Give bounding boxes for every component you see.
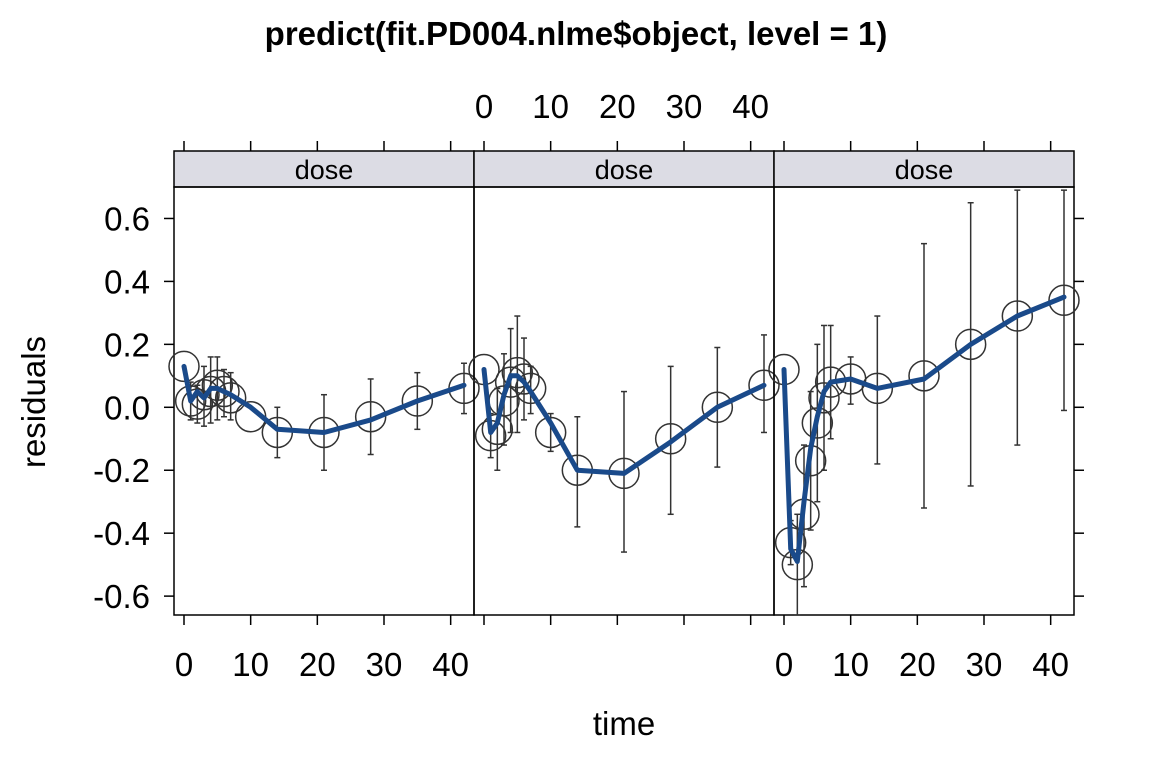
x-tick-label-p3-40: 40: [1032, 646, 1069, 683]
x-tick-label-p1-0: 0: [175, 646, 193, 683]
panel-2-strip: [473, 150, 775, 188]
y-tick-label-6: 0.6: [104, 200, 150, 237]
x-tick-label-p3-30: 30: [966, 646, 1003, 683]
data-point-p3-11: [954, 328, 987, 361]
data-point-p1-7: [214, 382, 247, 414]
panel-3-strip-label: dose: [895, 155, 954, 185]
y-tick-label-1: -0.4: [93, 515, 150, 552]
x-tick-label-p1-40: 40: [432, 646, 469, 683]
data-point-p3-10: [908, 360, 940, 392]
fit-line-p2: [481, 367, 767, 476]
panel-2-strip-label: dose: [595, 155, 654, 185]
data-point-p2-5: [501, 356, 534, 389]
x-tick-label-p3-10: 10: [832, 646, 869, 683]
y-tick-label-0: -0.6: [93, 578, 150, 615]
fit-line-p3: [781, 294, 1067, 564]
data-point-p2-12: [701, 391, 734, 424]
fit-line-p1: [181, 363, 467, 435]
panel-3-frame: [773, 186, 1075, 616]
data-point-p2-13: [748, 369, 780, 402]
x-tick-label-p3-20: 20: [899, 646, 936, 683]
x-tick-label-top-0: 0: [475, 88, 493, 125]
chart-title: predict(fit.PD004.nlme$object, level = 1…: [265, 15, 888, 52]
x-tick-label-p1-30: 30: [366, 646, 403, 683]
x-tick-label-top-20: 20: [599, 88, 636, 125]
data-point-p3-6: [808, 382, 840, 414]
x-tick-label-p3-0: 0: [775, 646, 793, 683]
x-tick-label-top-40: 40: [732, 88, 769, 125]
x-tick-label-top-10: 10: [532, 88, 569, 125]
data-point-p3-9: [861, 372, 894, 405]
data-point-p2-11: [654, 423, 687, 455]
data-point-p3-13: [1048, 284, 1080, 317]
data-point-p3-12: [1001, 300, 1034, 332]
plot-area: dose 0 10 20 30 40 dose 0 10 20 30 40 dose 0 10 20 30 40 -…: [93, 88, 1084, 683]
y-tick-label-5: 0.4: [104, 263, 150, 300]
y-tick-label-4: 0.2: [104, 326, 150, 363]
data-point-p1-0: [168, 350, 200, 383]
x-axis-label: time: [593, 705, 655, 742]
data-point-p1-1: [174, 385, 207, 417]
panel-1-strip-label: dose: [295, 155, 354, 185]
data-point-p2-8: [534, 416, 567, 449]
data-point-p1-11: [354, 400, 387, 433]
panel-3-strip: [773, 150, 1075, 188]
x-tick-label-p1-20: 20: [299, 646, 336, 683]
panel-1-strip: [173, 150, 475, 188]
x-tick-label-p1-10: 10: [232, 646, 269, 683]
x-tick-label-top-30: 30: [666, 88, 703, 125]
y-axis-label: residuals: [15, 336, 52, 468]
y-tick-label-3: 0.0: [104, 389, 150, 426]
data-point-p1-5: [201, 369, 234, 402]
data-point-p1-12: [401, 385, 434, 417]
y-tick-label-2: -0.2: [93, 452, 150, 489]
data-point-p2-7: [514, 372, 547, 405]
